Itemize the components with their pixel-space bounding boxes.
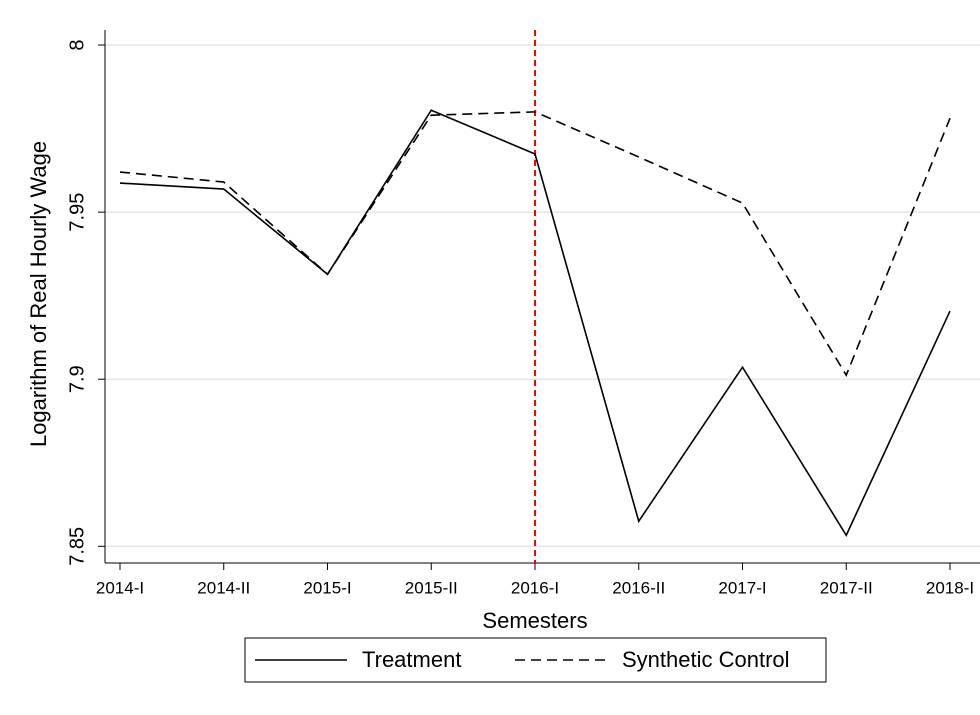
x-tick-label: 2015-I	[303, 578, 351, 597]
x-tick-label: 2016-I	[511, 578, 559, 597]
y-tick-label: 7.85	[66, 527, 88, 566]
x-tick-label: 2017-II	[820, 578, 873, 597]
series-line	[119, 109, 951, 537]
series-line	[119, 111, 951, 377]
x-tick-label: 2015-II	[405, 578, 458, 597]
x-axis-label: Semesters	[482, 608, 587, 633]
y-tick-label: 7.95	[66, 193, 88, 232]
x-tick-label: 2017-I	[718, 578, 766, 597]
y-tick-label: 8	[66, 39, 88, 50]
legend-label: Synthetic Control	[622, 647, 790, 672]
x-tick-label: 2014-I	[96, 578, 144, 597]
y-axis-label: Logarithm of Real Hourly Wage	[26, 141, 51, 447]
x-tick-label: 2018-I	[926, 578, 974, 597]
legend-label: Treatment	[362, 647, 461, 672]
x-tick-label: 2016-II	[612, 578, 665, 597]
x-tick-label: 2014-II	[197, 578, 250, 597]
y-tick-label: 7.9	[66, 365, 88, 393]
